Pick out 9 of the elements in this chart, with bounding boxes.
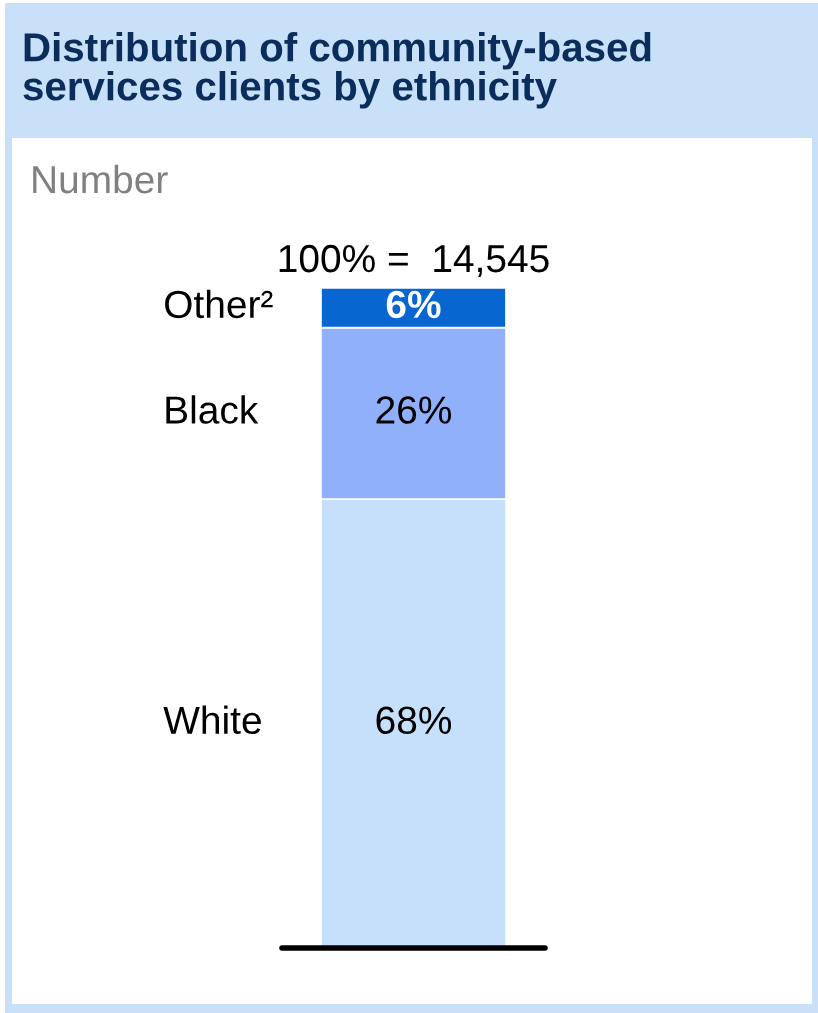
series-label: Other²	[165, 289, 273, 319]
data-label: 6%	[386, 290, 441, 319]
chart-title: Distribution of community-based services clients by ethnicity	[23, 32, 651, 109]
text: 100% = 14,545	[279, 244, 549, 277]
series-label: White	[163, 705, 261, 735]
data-label: 26%	[376, 396, 452, 424]
data-label: 68%	[376, 706, 452, 735]
series-label: Black	[166, 395, 259, 424]
chart-subtitle: Number	[33, 164, 168, 194]
